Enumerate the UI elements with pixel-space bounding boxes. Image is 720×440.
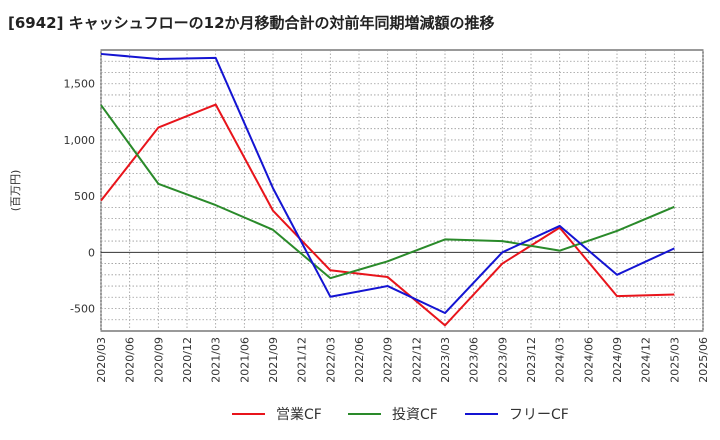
chart-title: [6942] キャッシュフローの12か月移動合計の対前年同期増減額の推移 bbox=[8, 14, 495, 32]
x-tick-label: 2020/03 bbox=[95, 337, 108, 383]
x-tick-label: 2024/12 bbox=[640, 337, 653, 383]
x-tick-label: 2021/09 bbox=[267, 337, 280, 383]
x-tick-label: 2023/06 bbox=[468, 337, 481, 383]
x-tick-label: 2021/12 bbox=[296, 337, 309, 383]
grid bbox=[100, 49, 704, 332]
x-tick-label: 2023/12 bbox=[525, 337, 538, 383]
x-tick-label: 2024/09 bbox=[611, 337, 624, 383]
y-tick-label: 0 bbox=[88, 246, 95, 259]
series-line bbox=[100, 104, 675, 280]
x-tick-label: 2024/03 bbox=[554, 337, 567, 383]
y-tick-label: 1,500 bbox=[64, 78, 96, 91]
x-tick-label: 2023/03 bbox=[439, 337, 452, 383]
x-tick-label: 2020/06 bbox=[124, 337, 137, 383]
x-tick-label: 2022/09 bbox=[382, 337, 395, 383]
x-tick-label: 2022/12 bbox=[410, 337, 423, 383]
y-tick-label: 500 bbox=[74, 190, 95, 203]
y-axis-label: (百万円) bbox=[9, 170, 22, 212]
y-tick-label: 1,000 bbox=[64, 134, 96, 147]
legend-label: 営業CF bbox=[276, 407, 322, 423]
y-tick-label: -500 bbox=[70, 303, 95, 316]
series-line bbox=[100, 52, 675, 315]
series-lines bbox=[100, 52, 675, 327]
x-tick-label: 2021/06 bbox=[238, 337, 251, 383]
x-tick-label: 2020/09 bbox=[152, 337, 165, 383]
x-tick-label: 2022/03 bbox=[324, 337, 337, 383]
legend-label: 投資CF bbox=[392, 407, 438, 423]
axes: -500 0 500 1,000 1,500 (百万円) 2020/03 2020/06 202… bbox=[9, 78, 710, 383]
legend-label: フリーCF bbox=[509, 407, 569, 423]
x-tick-label: 2025/06 bbox=[697, 337, 710, 383]
x-tick-label: 2022/06 bbox=[353, 337, 366, 383]
series-line bbox=[100, 103, 675, 327]
x-tick-label: 2021/03 bbox=[210, 337, 223, 383]
x-tick-label: 2024/06 bbox=[582, 337, 595, 383]
x-tick-label: 2023/09 bbox=[496, 337, 509, 383]
x-tick-label: 2020/12 bbox=[181, 337, 194, 383]
x-tick-label: 2025/03 bbox=[668, 337, 681, 383]
legend: 営業CF 投資CF フリーCF bbox=[232, 407, 569, 423]
